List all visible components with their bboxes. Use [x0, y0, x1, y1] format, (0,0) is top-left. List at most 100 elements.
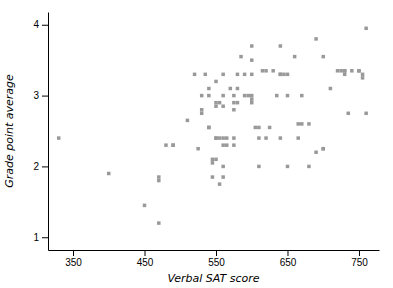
point [300, 122, 304, 126]
point [261, 69, 265, 73]
x-tick: 650 [280, 250, 297, 268]
point [264, 69, 268, 73]
point [243, 94, 247, 98]
x-tick: 450 [137, 250, 154, 268]
y-tick: 4 [33, 19, 48, 30]
point [350, 69, 354, 73]
point [200, 108, 204, 112]
point [211, 175, 215, 179]
x-tick-label: 750 [351, 257, 368, 268]
point [357, 69, 361, 73]
point [279, 44, 283, 48]
y-axis: 1 2 3 4 [33, 13, 48, 251]
point [282, 73, 286, 77]
point [250, 58, 254, 62]
point [186, 119, 190, 123]
point [232, 108, 236, 112]
point [343, 69, 347, 73]
point [279, 73, 283, 77]
point [200, 112, 204, 116]
point [225, 143, 229, 147]
point [300, 94, 304, 98]
point [275, 94, 279, 98]
point [171, 143, 175, 147]
point [286, 73, 290, 77]
point [214, 80, 218, 84]
point [214, 158, 218, 162]
point [264, 136, 268, 140]
point [364, 112, 368, 116]
x-tick-mark [145, 250, 146, 256]
point [250, 44, 254, 48]
point [250, 94, 254, 98]
point [218, 101, 222, 105]
point [207, 87, 211, 91]
y-tick: 3 [33, 90, 48, 101]
point [211, 161, 215, 165]
point [232, 94, 236, 98]
x-tick: 350 [65, 250, 82, 268]
x-tick-label: 350 [65, 257, 82, 268]
chart: 3504505506507501234Verbal SAT scoreGrade… [0, 0, 393, 288]
point [218, 182, 222, 186]
point [236, 101, 240, 105]
point [157, 175, 161, 179]
y-tick-mark [42, 25, 48, 26]
point [221, 73, 225, 77]
point [347, 112, 351, 116]
point [364, 27, 368, 31]
x-tick: 750 [351, 250, 368, 268]
x-axis-title: Verbal SAT score [167, 272, 259, 285]
point [221, 94, 225, 98]
point [211, 158, 215, 162]
point [339, 69, 343, 73]
point [257, 136, 261, 140]
x-tick-mark [359, 250, 360, 256]
point [207, 126, 211, 130]
x-axis-line [49, 250, 380, 251]
y-tick: 1 [33, 232, 48, 243]
y-tick-mark [42, 237, 48, 238]
point [218, 136, 222, 140]
point [204, 73, 208, 77]
y-tick-mark [42, 96, 48, 97]
point [157, 221, 161, 225]
point [236, 87, 240, 91]
x-tick-mark [73, 250, 74, 256]
y-tick-label: 1 [33, 232, 39, 243]
y-tick-label: 2 [33, 161, 39, 172]
point [279, 73, 283, 77]
point [207, 94, 211, 98]
x-tick-label: 550 [208, 257, 225, 268]
point [286, 165, 290, 169]
x-tick-label: 450 [137, 257, 154, 268]
point [296, 122, 300, 126]
point [207, 126, 211, 130]
point [143, 204, 147, 208]
x-tick-mark [216, 250, 217, 256]
point [214, 104, 218, 108]
point [232, 101, 236, 105]
point [279, 136, 283, 140]
point [221, 143, 225, 147]
point [357, 69, 361, 73]
point [107, 172, 111, 176]
point [229, 87, 233, 91]
point [336, 69, 340, 73]
point [314, 37, 318, 41]
point [361, 76, 365, 80]
point [343, 69, 347, 73]
point [57, 136, 61, 140]
point [361, 73, 365, 77]
y-tick: 2 [33, 161, 48, 172]
point [250, 97, 254, 101]
point [250, 101, 254, 105]
point [257, 126, 261, 130]
x-axis: 350 450 550 650 750 [49, 250, 380, 268]
point [254, 126, 258, 130]
x-tick: 550 [208, 250, 225, 268]
points [57, 27, 368, 225]
point [243, 73, 247, 77]
y-tick-mark [42, 166, 48, 167]
point [250, 73, 254, 77]
